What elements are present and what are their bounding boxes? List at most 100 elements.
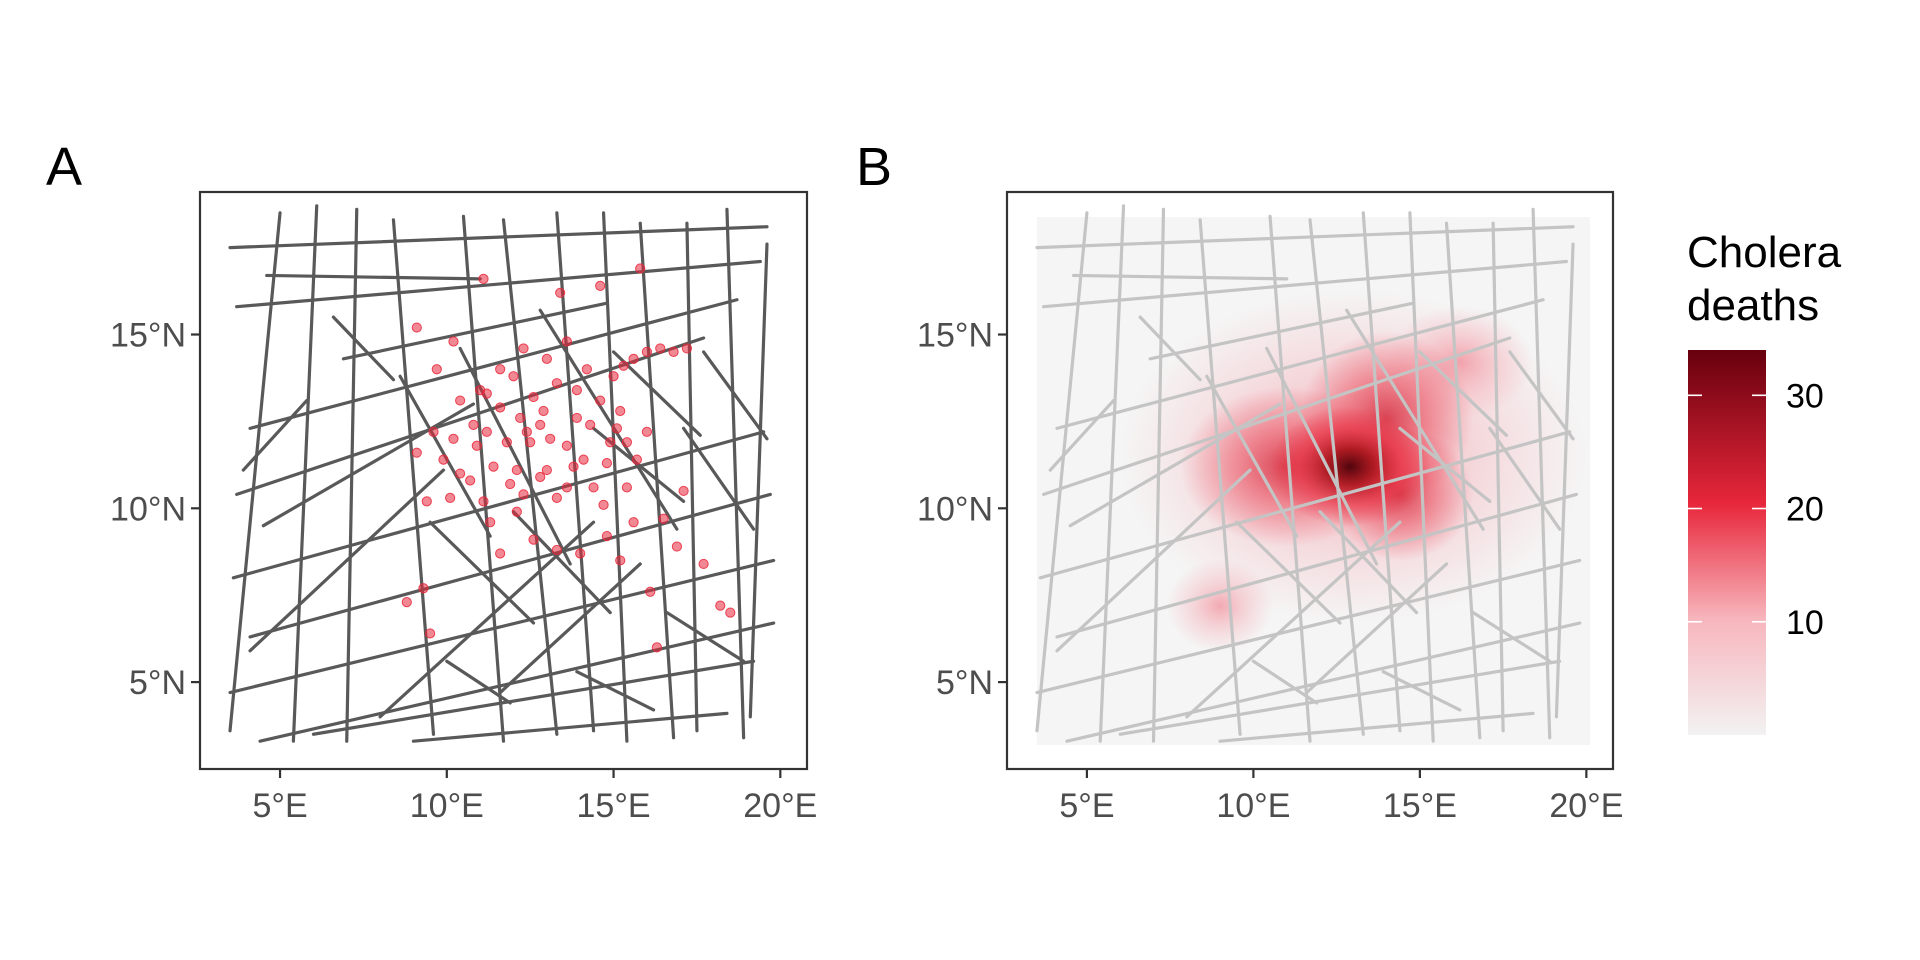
street-segment (1098, 204, 1126, 743)
death-point (448, 433, 459, 444)
death-point (571, 412, 582, 424)
street-segment (1531, 207, 1552, 740)
death-point (511, 506, 522, 517)
death-point (678, 485, 689, 497)
panel-a-axes: 5°E 10°E 15°E 20°E 15°N 10°N 5°N (110, 317, 817, 825)
death-point (428, 426, 439, 437)
death-point (581, 364, 592, 375)
colorbar-label: 20 (1786, 491, 1824, 529)
street-segment (241, 398, 309, 472)
street-segment (1118, 659, 1562, 736)
x-tick-label: 5°E (252, 787, 307, 825)
death-point (518, 489, 529, 500)
street-segment (1345, 308, 1485, 531)
death-point (485, 517, 496, 528)
death-point (578, 454, 589, 465)
death-point (538, 405, 549, 417)
death-point (445, 492, 456, 503)
death-point (575, 548, 586, 559)
death-point (471, 440, 482, 451)
death-point (631, 454, 643, 465)
death-point (508, 371, 519, 382)
street-segment (1508, 350, 1575, 441)
street-segment (235, 259, 762, 309)
street-segment (291, 204, 319, 743)
colorbar-ticks: 30 20 10 (1688, 377, 1824, 642)
street-segment (702, 350, 769, 441)
street-segment (1198, 218, 1242, 736)
panel-b-streets (1035, 204, 1582, 743)
death-point (505, 478, 516, 490)
death-point (588, 482, 599, 493)
death-point (495, 364, 506, 375)
street-segment (265, 273, 482, 281)
death-point (595, 395, 606, 406)
death-point (495, 548, 506, 559)
death-point (621, 482, 633, 493)
street-segment (1068, 402, 1282, 528)
street-segment (498, 562, 642, 695)
death-point (615, 555, 626, 566)
death-point (515, 412, 526, 424)
street-segment (1265, 346, 1379, 566)
street-segment (511, 510, 612, 615)
street-segment (1471, 610, 1552, 663)
x-tick-label: 10°E (410, 787, 484, 825)
death-point (725, 607, 736, 618)
death-point (421, 496, 432, 507)
street-segment (1138, 315, 1202, 382)
death-point (481, 426, 492, 437)
colorbar-label: 30 (1786, 377, 1824, 415)
death-point (568, 461, 579, 472)
panel-a: 5°E 10°E 15°E 20°E 15°N 10°N 5°N (110, 190, 817, 825)
death-point (628, 517, 639, 528)
death-point (561, 440, 572, 451)
panel-b: 5°E 10°E 15°E 20°E 15°N 10°N 5°N (917, 190, 1623, 825)
street-segment (1055, 298, 1545, 430)
street-segment (228, 558, 776, 695)
death-point (545, 433, 556, 444)
death-point (551, 544, 562, 556)
death-point (671, 541, 683, 552)
death-point (535, 471, 546, 483)
street-segment (1305, 562, 1449, 695)
x-tick-label: 5°E (1059, 787, 1114, 825)
street-segment (1042, 259, 1568, 309)
death-point (411, 447, 422, 458)
street-segment (538, 308, 679, 531)
death-point (528, 391, 539, 403)
street-segment (1361, 211, 1402, 733)
street-segment (1035, 558, 1582, 695)
street-segment (248, 468, 446, 653)
death-point (425, 628, 436, 639)
street-segment (1205, 374, 1299, 538)
death-point (618, 360, 629, 371)
death-point (621, 437, 633, 448)
death-point (418, 583, 429, 594)
death-point (645, 586, 656, 597)
death-point (518, 343, 529, 354)
death-point (608, 371, 619, 382)
y-tick-label: 5°N (129, 664, 186, 702)
legend-title-line1: Cholera (1687, 228, 1842, 277)
death-point (655, 343, 666, 354)
street-segment (1071, 273, 1289, 281)
street-segment (1268, 214, 1312, 743)
street-segment (248, 492, 772, 639)
death-point (561, 336, 572, 347)
death-point (521, 426, 532, 437)
death-point (585, 419, 596, 430)
y-tick-label: 15°N (110, 317, 186, 355)
death-point (658, 513, 669, 524)
death-point (571, 385, 582, 396)
street-segment (445, 659, 512, 705)
death-point (481, 388, 492, 399)
legend-title-line2: deaths (1687, 281, 1819, 330)
street-segment (1035, 225, 1575, 250)
street-segment (261, 402, 476, 528)
death-point (595, 280, 606, 291)
x-tick-label: 15°E (577, 787, 651, 825)
street-segment (331, 315, 396, 382)
panel-a-frame (198, 190, 809, 771)
death-point (478, 273, 489, 284)
